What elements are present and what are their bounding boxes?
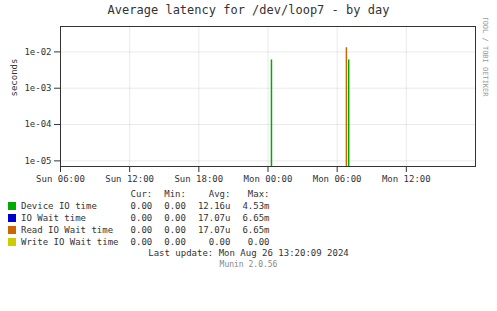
svg-text:1e-04: 1e-04 [24, 119, 51, 129]
svg-text:1e-05: 1e-05 [24, 156, 51, 166]
html-text:Last update: Mon Aug 26 13:20:: Last update: Mon Aug 26 13:20:09 2024 [148, 248, 349, 258]
svg-text:1e-02: 1e-02 [24, 47, 51, 57]
html-text:Munin 2.0.56: Munin 2.0.56 [219, 260, 278, 269]
html-text:Max:: Max: [247, 189, 270, 199]
html-text:6.65m: 6.65m [242, 213, 270, 223]
html-text:12.16u: 12.16u [197, 201, 231, 211]
html-text:0.00: 0.00 [130, 237, 153, 247]
svg-text:Mon 06:00: Mon 06:00 [313, 174, 362, 184]
html-text:6.65m: 6.65m [242, 225, 270, 235]
html-text:Write IO Wait time: Write IO Wait time [21, 237, 119, 247]
html-text:0.00: 0.00 [164, 237, 186, 247]
svg-text:1e-03: 1e-03 [24, 83, 51, 93]
html-text:17.07u: 17.07u [197, 225, 231, 235]
html-text:17.07u: 17.07u [197, 213, 231, 223]
html-text:Min:: Min: [164, 189, 186, 199]
html-text:0.00: 0.00 [208, 237, 231, 247]
html-text:0.00: 0.00 [164, 225, 186, 235]
html-text:Read IO Wait time: Read IO Wait time [21, 225, 114, 235]
html-text:IO Wait time: IO Wait time [21, 213, 86, 223]
svg-text:Sun 06:00: Sun 06:00 [36, 174, 85, 184]
html-text:0.00: 0.00 [247, 237, 270, 247]
svg-text:Sun 18:00: Sun 18:00 [174, 174, 223, 184]
html-text:Cur:: Cur: [130, 189, 153, 199]
html-text:0.00: 0.00 [130, 225, 153, 235]
html-text:0.00: 0.00 [130, 213, 153, 223]
html-text:Avg:: Avg: [208, 189, 231, 199]
svg-text:seconds: seconds [9, 59, 19, 97]
html-text:0.00: 0.00 [164, 201, 186, 211]
svg-text:Mon 00:00: Mon 00:00 [244, 174, 293, 184]
html-text:4.53m: 4.53m [242, 201, 270, 211]
html-text:0.00: 0.00 [164, 213, 186, 223]
html-text:Device IO time: Device IO time [21, 201, 97, 211]
svg-text:Sun 12:00: Sun 12:00 [105, 174, 154, 184]
html-text:0.00: 0.00 [130, 201, 153, 211]
svg-text:RRDTOOL / TOBI OETIKER: RRDTOOL / TOBI OETIKER [481, 18, 489, 97]
svg-text:Mon 12:00: Mon 12:00 [382, 174, 431, 184]
html-text:Average latency for /dev/loop7: Average latency for /dev/loop7 - by day [107, 3, 390, 17]
